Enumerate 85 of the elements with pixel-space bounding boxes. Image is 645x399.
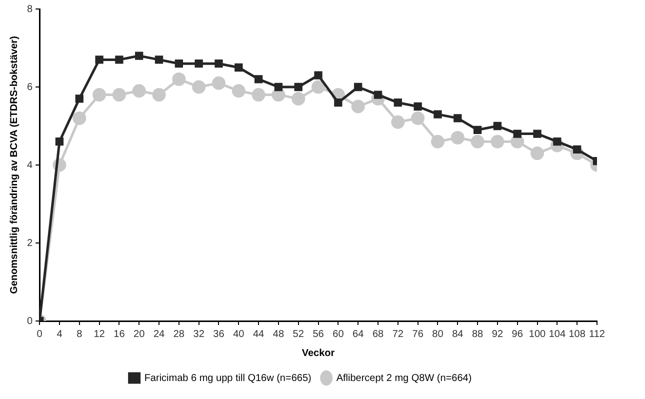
point (573, 145, 582, 154)
point (115, 56, 124, 64)
y-tick-label: 0 (27, 316, 33, 327)
x-tick-label: 80 (432, 328, 444, 340)
x-tick-label: 64 (352, 328, 364, 340)
x-tick-label: 20 (134, 328, 146, 340)
point (234, 63, 243, 72)
x-tick-label: 0 (36, 328, 43, 340)
point (391, 115, 405, 129)
point (430, 134, 444, 148)
x-tick-label: 68 (372, 328, 384, 340)
point (132, 84, 146, 98)
point (553, 138, 562, 146)
x-tick-label: 40 (233, 328, 245, 340)
point (194, 60, 203, 68)
x-tick-label: 88 (472, 328, 484, 340)
x-tick-label: 104 (548, 328, 566, 340)
x-tick-label: 12 (94, 328, 106, 340)
point (55, 138, 64, 146)
point (135, 52, 144, 60)
y-tick-label: 8 (27, 4, 33, 15)
legend-label: Aflibercept 2 mg Q8W (n=664) (336, 372, 472, 384)
point (312, 80, 326, 94)
point (112, 88, 126, 102)
x-tick-label: 32 (193, 328, 205, 340)
point (411, 111, 425, 125)
point (490, 134, 504, 148)
point (95, 56, 104, 64)
point (232, 84, 246, 98)
x-tick-label: 16 (114, 328, 126, 340)
x-tick-label: 92 (492, 328, 504, 340)
x-tick-label: 52 (292, 328, 304, 340)
point (314, 71, 322, 80)
x-tick-label: 24 (153, 328, 166, 340)
x-tick-label: 8 (76, 328, 83, 340)
x-tick-label: 72 (392, 328, 404, 340)
legend-label: Faricimab 6 mg upp till Q16w (n=665) (144, 372, 312, 384)
x-tick-label: 56 (312, 328, 324, 340)
point (172, 72, 186, 86)
point (214, 60, 223, 68)
x-tick-label: 60 (332, 328, 344, 340)
point (351, 100, 365, 114)
point (450, 130, 464, 144)
x-tick-label: 36 (213, 328, 225, 340)
point (533, 130, 542, 138)
x-tick-label: 44 (252, 328, 265, 340)
point (374, 90, 382, 99)
x-tick-label: 96 (512, 328, 524, 340)
point (530, 146, 544, 160)
x-tick-label: 76 (412, 328, 424, 340)
x-tick-label: 108 (568, 328, 586, 340)
x-tick-label: 100 (528, 328, 546, 340)
y-tick-label: 4 (27, 160, 33, 171)
point (513, 130, 522, 138)
point (454, 114, 462, 122)
point (414, 102, 422, 111)
point (212, 76, 226, 90)
y-tick-label: 2 (27, 238, 33, 249)
point (470, 134, 484, 148)
x-tick-label: 48 (272, 328, 284, 340)
point (354, 82, 362, 92)
point (473, 126, 482, 134)
point (192, 80, 206, 94)
point (72, 111, 86, 125)
point (75, 94, 84, 103)
y-tick-label: 6 (27, 82, 33, 93)
point (154, 56, 164, 64)
point (92, 88, 106, 102)
point (292, 92, 306, 106)
x-tick-label: 28 (173, 328, 185, 340)
point (493, 122, 502, 130)
point (334, 98, 342, 107)
point (434, 110, 442, 118)
y-axis-title: Genomsnittlig förändring av BCVA (ETDRS-bokstäver) (8, 36, 20, 294)
point (152, 88, 166, 102)
x-axis-title: Veckor (302, 348, 335, 359)
point (252, 88, 266, 102)
point (254, 75, 263, 84)
x-tick-label: 4 (56, 328, 63, 340)
point (174, 60, 183, 68)
x-tick-label: 112 (589, 328, 606, 340)
point (274, 82, 283, 92)
point (294, 82, 302, 92)
point (394, 98, 402, 107)
x-tick-label: 84 (452, 328, 464, 340)
